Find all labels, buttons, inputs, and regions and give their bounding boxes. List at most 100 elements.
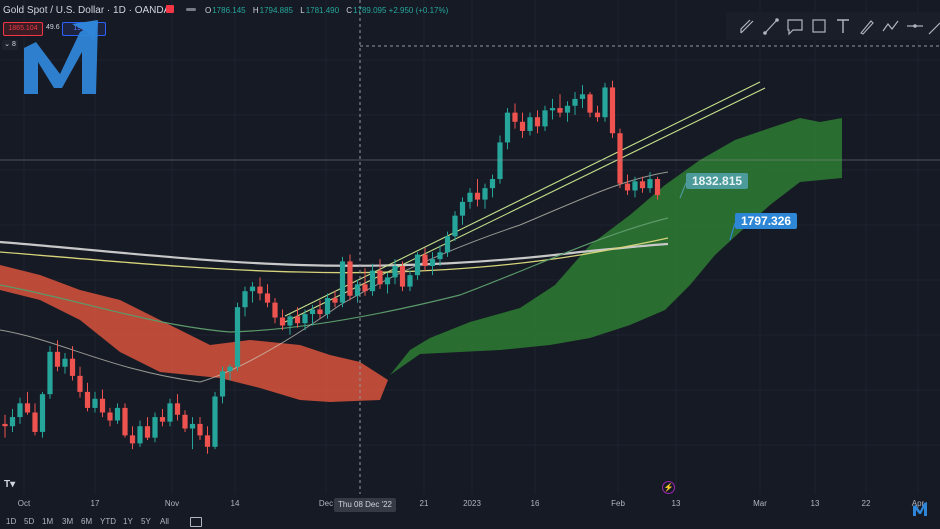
candle-bear bbox=[587, 94, 593, 113]
candle-bear bbox=[347, 261, 353, 296]
candle-bull bbox=[47, 351, 53, 395]
candle-bull bbox=[549, 108, 556, 111]
candle-bull bbox=[527, 117, 533, 131]
candle-bull bbox=[114, 407, 121, 421]
candle-bull bbox=[564, 105, 571, 113]
candle-bear bbox=[107, 412, 113, 421]
ichimoku-cloud-bear bbox=[0, 265, 388, 402]
price-label-lower[interactable]: 1797.326 bbox=[735, 213, 798, 229]
time-axis[interactable]: Oct 17 Nov 14 Dec 21 2023 16 Feb 13 Mar 13 22 Apr bbox=[0, 494, 940, 512]
candle-bull bbox=[227, 366, 233, 372]
candle-bull bbox=[302, 314, 308, 324]
candle-bull bbox=[429, 259, 436, 266]
events-icon[interactable]: ⚡ bbox=[662, 481, 675, 494]
channel-line-upper-2 bbox=[284, 81, 761, 317]
candle-bull bbox=[407, 275, 413, 287]
hide-icon[interactable] bbox=[186, 8, 196, 11]
range-button-6m[interactable]: 6M bbox=[81, 517, 93, 526]
candle-bull bbox=[309, 309, 316, 315]
moving-average-green bbox=[0, 217, 669, 333]
candle-bull bbox=[152, 417, 158, 438]
ray-icon[interactable] bbox=[926, 12, 940, 40]
candle-bull bbox=[504, 112, 511, 143]
chart-legend: Gold Spot / U.S. Dollar · 1D · OANDA O17… bbox=[0, 0, 720, 22]
sell-button[interactable]: 1865.104 bbox=[3, 22, 43, 36]
range-button-3m[interactable]: 3M bbox=[62, 517, 74, 526]
range-button-5d[interactable]: 5D bbox=[24, 517, 35, 526]
horizontal-line-icon[interactable] bbox=[904, 12, 926, 40]
rectangle-icon[interactable] bbox=[808, 12, 830, 40]
go-to-date-icon[interactable] bbox=[190, 517, 202, 527]
candle-bull bbox=[482, 188, 488, 200]
trend-line-icon[interactable] bbox=[760, 12, 782, 40]
symbol-title[interactable]: Gold Spot / U.S. Dollar · 1D · OANDA bbox=[3, 5, 171, 16]
candle-bear bbox=[159, 417, 166, 422]
time-axis-label: 16 bbox=[530, 499, 540, 508]
pen-tool-icon[interactable] bbox=[736, 12, 758, 40]
candle-bear bbox=[362, 284, 368, 292]
ichimoku-cloud-bull bbox=[390, 118, 842, 375]
candle-bear bbox=[557, 108, 563, 113]
brush-icon[interactable] bbox=[856, 12, 878, 40]
time-axis-label: Mar bbox=[753, 499, 767, 508]
candle-bear bbox=[639, 181, 646, 189]
candle-bear bbox=[54, 351, 61, 367]
candle-bull bbox=[189, 423, 196, 429]
range-button-1d[interactable]: 1D bbox=[6, 517, 17, 526]
drawing-toolbar bbox=[726, 12, 940, 40]
indicator-collapse-button[interactable]: ⌄ 8 bbox=[2, 40, 18, 50]
candle-bull bbox=[324, 298, 331, 315]
candle-bear bbox=[422, 254, 428, 266]
range-button-all[interactable]: All bbox=[160, 517, 169, 526]
candle-bear bbox=[534, 117, 541, 127]
callout-icon[interactable] bbox=[784, 12, 806, 40]
time-axis-label: Nov bbox=[164, 499, 180, 508]
time-axis-label: Feb bbox=[611, 499, 625, 508]
candle-bear bbox=[474, 192, 481, 200]
candle-bear bbox=[174, 403, 181, 415]
candle-bull bbox=[62, 358, 68, 367]
tradingview-logo: T▾ bbox=[4, 479, 16, 490]
range-button-1y[interactable]: 1Y bbox=[123, 517, 133, 526]
candle-bear bbox=[32, 412, 38, 432]
range-button-1m[interactable]: 1M bbox=[42, 517, 54, 526]
time-axis-label: 2023 bbox=[463, 499, 481, 508]
market-closed-icon bbox=[166, 5, 174, 13]
candle-bull bbox=[287, 316, 293, 326]
candle-bull bbox=[647, 179, 653, 189]
candle-bull bbox=[444, 236, 451, 253]
ohlc-values: O1786.145 H1794.885 L1781.490 C1789.095 … bbox=[205, 6, 449, 15]
candle-bull bbox=[414, 254, 421, 276]
candle-bear bbox=[617, 133, 623, 184]
candle-bull bbox=[437, 252, 443, 260]
candle-bull bbox=[212, 396, 218, 447]
candle-bull bbox=[17, 403, 23, 418]
candle-bear bbox=[332, 298, 338, 303]
candle-bull bbox=[369, 270, 376, 292]
candle-bear bbox=[24, 403, 31, 413]
candle-bull bbox=[572, 98, 578, 106]
time-axis-label: 21 bbox=[419, 499, 429, 508]
candle-bear bbox=[594, 112, 601, 118]
time-axis-label: 14 bbox=[230, 499, 240, 508]
candle-bear bbox=[84, 391, 91, 408]
price-label-upper[interactable]: 1832.815 bbox=[686, 173, 749, 189]
candle-bull bbox=[9, 417, 16, 427]
candle-bull bbox=[459, 201, 466, 216]
candle-bear bbox=[317, 309, 323, 315]
text-tool-icon[interactable] bbox=[832, 12, 854, 40]
candle-bull bbox=[452, 215, 458, 237]
pattern-icon[interactable] bbox=[880, 12, 902, 40]
moving-average-yellow bbox=[0, 237, 669, 274]
candle-bear bbox=[519, 121, 526, 131]
candle-bear bbox=[609, 87, 616, 134]
time-axis-label: 13 bbox=[810, 499, 820, 508]
range-button-ytd[interactable]: YTD bbox=[100, 517, 116, 526]
candle-bull bbox=[384, 277, 391, 285]
range-selector: 1D 5D 1M 3M 6M YTD 1Y 5Y All bbox=[0, 515, 940, 529]
time-axis-label: 22 bbox=[861, 499, 871, 508]
range-button-5y[interactable]: 5Y bbox=[141, 517, 151, 526]
spread-value: 49.6 bbox=[46, 24, 60, 31]
candle-bull bbox=[137, 426, 143, 444]
